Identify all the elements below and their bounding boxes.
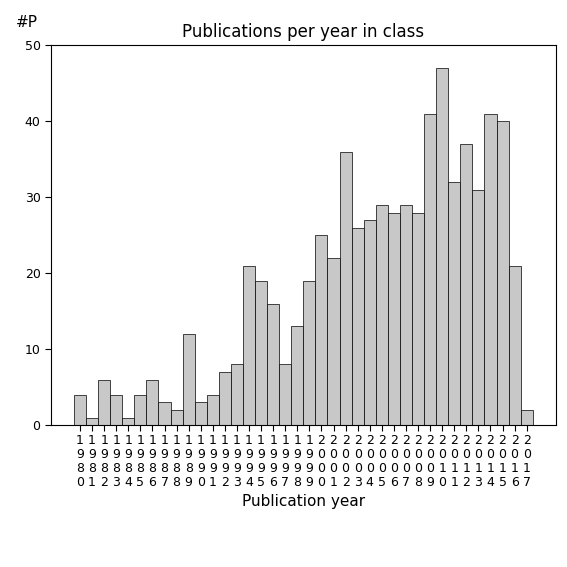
- Bar: [110, 395, 122, 425]
- Bar: [460, 144, 472, 425]
- Bar: [267, 304, 279, 425]
- Bar: [231, 365, 243, 425]
- X-axis label: Publication year: Publication year: [242, 494, 365, 509]
- Bar: [134, 395, 146, 425]
- Bar: [448, 182, 460, 425]
- Bar: [291, 327, 303, 425]
- Bar: [352, 228, 363, 425]
- Bar: [207, 395, 219, 425]
- Bar: [472, 190, 484, 425]
- Bar: [412, 213, 424, 425]
- Bar: [171, 410, 183, 425]
- Bar: [255, 281, 267, 425]
- Bar: [400, 205, 412, 425]
- Title: Publications per year in class: Publications per year in class: [182, 23, 425, 41]
- Bar: [146, 380, 158, 425]
- Bar: [194, 403, 207, 425]
- Bar: [122, 418, 134, 425]
- Bar: [183, 334, 194, 425]
- Bar: [243, 266, 255, 425]
- Bar: [340, 152, 352, 425]
- Bar: [509, 266, 521, 425]
- Bar: [279, 365, 291, 425]
- Bar: [158, 403, 171, 425]
- Bar: [436, 68, 448, 425]
- Bar: [521, 410, 533, 425]
- Bar: [388, 213, 400, 425]
- Bar: [315, 235, 328, 425]
- Bar: [328, 258, 340, 425]
- Bar: [74, 395, 86, 425]
- Bar: [98, 380, 110, 425]
- Bar: [86, 418, 98, 425]
- Bar: [424, 114, 436, 425]
- Bar: [363, 220, 376, 425]
- Bar: [219, 372, 231, 425]
- Bar: [484, 114, 497, 425]
- Bar: [497, 121, 509, 425]
- Text: #P: #P: [16, 15, 38, 30]
- Bar: [376, 205, 388, 425]
- Bar: [303, 281, 315, 425]
